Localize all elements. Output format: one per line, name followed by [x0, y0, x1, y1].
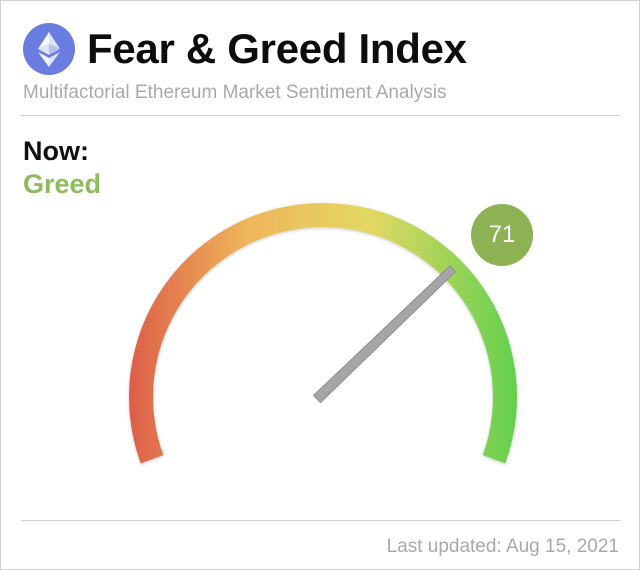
- page-title: Fear & Greed Index: [87, 25, 467, 72]
- header-divider: [21, 115, 620, 116]
- last-updated: Last updated: Aug 15, 2021: [386, 536, 619, 557]
- now-label: Now:: [23, 136, 89, 166]
- header: Fear & Greed Index: [23, 23, 467, 75]
- gauge-arc: [129, 202, 517, 464]
- ethereum-icon: [23, 23, 75, 75]
- page-subtitle: Multifactorial Ethereum Market Sentiment…: [23, 82, 447, 103]
- sentiment-gauge: [129, 202, 517, 464]
- gauge-needle: [312, 265, 457, 404]
- index-value-badge: 71: [471, 204, 533, 266]
- footer-divider: [21, 520, 620, 521]
- sentiment-classification: Greed: [23, 169, 102, 199]
